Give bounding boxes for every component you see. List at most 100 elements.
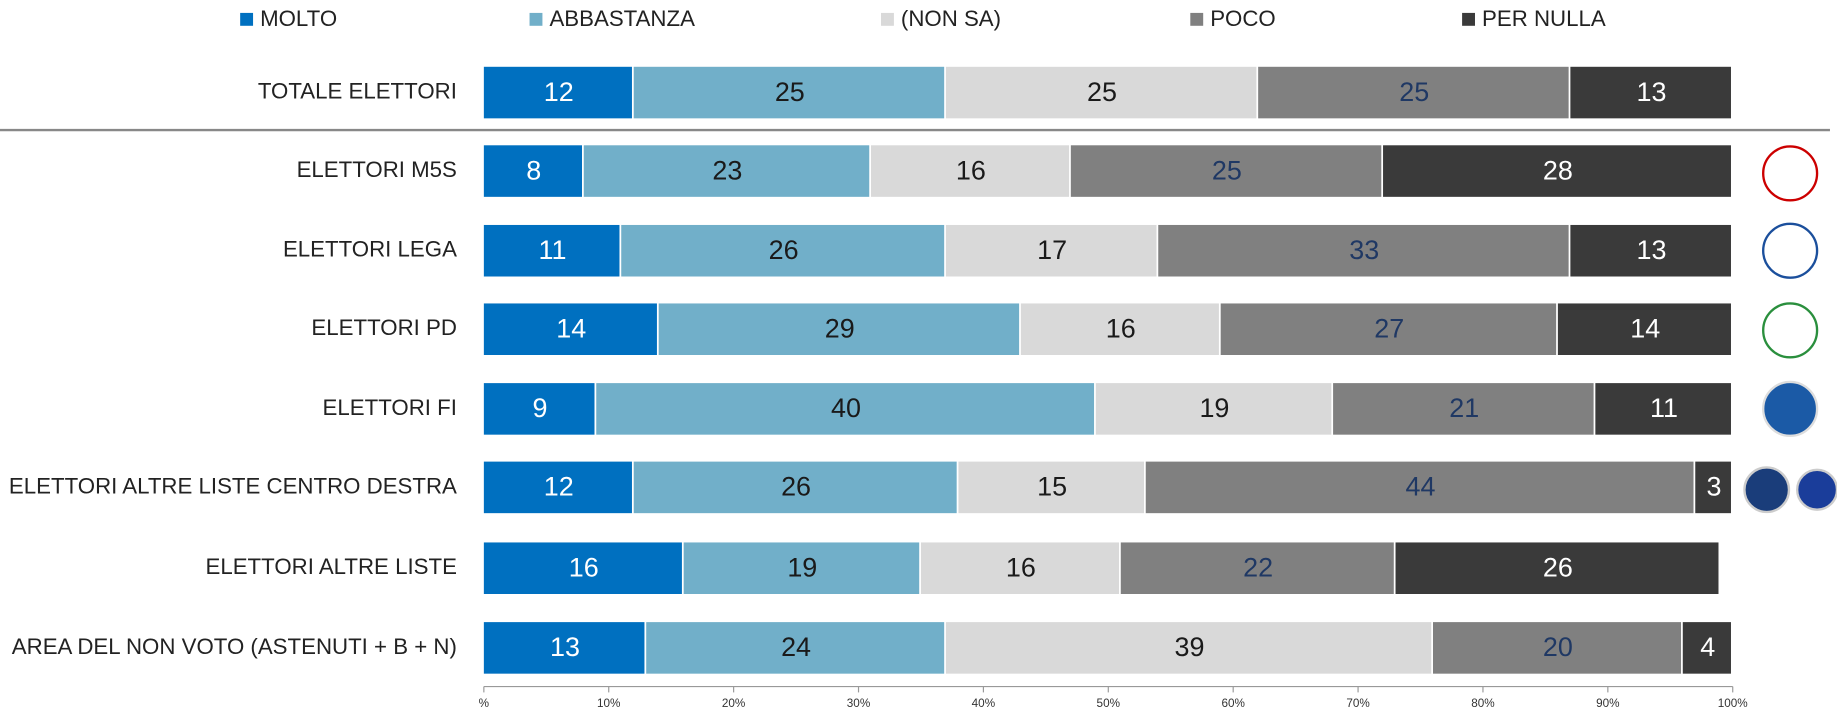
bar-segment: [1557, 303, 1731, 355]
value-label: 44: [1406, 472, 1436, 502]
bar-segment: [1595, 383, 1731, 435]
legend-swatch: [529, 12, 543, 26]
x-tick-label: 90%: [1596, 697, 1619, 710]
bar-segment: [1433, 622, 1682, 674]
value-label: 21: [1449, 393, 1479, 423]
bar-segment: [683, 542, 920, 594]
x-tick-label: 20%: [722, 697, 745, 710]
value-label: 26: [1543, 553, 1573, 583]
legend-swatch: [240, 12, 254, 26]
value-label: 25: [1087, 77, 1117, 107]
category-label: ELETTORI LEGA: [283, 237, 457, 262]
value-label: 27: [1374, 314, 1404, 344]
category-label: TOTALE ELETTORI: [258, 78, 457, 103]
logo-m5s: [1762, 145, 1819, 202]
bar-segment: [483, 461, 632, 514]
value-label: 13: [550, 632, 580, 662]
bar-segment: [1383, 145, 1731, 197]
value-label: 24: [781, 632, 811, 662]
value-label: 11: [539, 235, 567, 265]
bar-segment: [1333, 383, 1594, 435]
legend-swatch: [881, 12, 894, 26]
bar-segment: [1220, 303, 1557, 355]
value-label: 16: [956, 155, 986, 185]
value-label: 3: [1707, 472, 1722, 502]
bar-segment: [1570, 66, 1731, 119]
category-label: ELETTORI PD: [311, 315, 456, 340]
legend-label: ABBASTANZA: [549, 6, 695, 31]
legend-label: POCO: [1210, 6, 1276, 31]
logo-pd: [1762, 302, 1819, 359]
value-label: 28: [1543, 155, 1573, 185]
bar-segment: [1070, 145, 1382, 197]
bar-segment: [920, 542, 1120, 594]
bar-segment: [483, 622, 645, 674]
bar-segment: [633, 461, 957, 514]
bar-segment: [483, 303, 657, 355]
bar-segment: [1395, 542, 1719, 594]
x-tick-label: 30%: [847, 697, 870, 710]
bar-segment: [483, 383, 595, 435]
bar-segment: [1095, 383, 1332, 435]
bar-segment: [1258, 66, 1569, 119]
bar-segment: [1682, 622, 1731, 674]
legend-swatch: [1462, 12, 1475, 26]
bar-segment: [583, 145, 870, 197]
category-label: ELETTORI M5S: [297, 157, 457, 182]
x-tick-label: 60%: [1221, 697, 1244, 710]
value-label: 25: [1212, 155, 1242, 185]
value-label: 13: [1637, 77, 1667, 107]
value-label: 16: [1106, 314, 1136, 344]
party-logos: [1743, 145, 1837, 514]
x-tick-label: 70%: [1346, 697, 1369, 710]
value-label: 12: [544, 472, 574, 502]
x-tick-label: %: [479, 697, 489, 710]
logo-fdi: [1743, 466, 1791, 514]
value-label: 19: [1199, 393, 1229, 423]
x-tick-label: 10%: [597, 697, 620, 710]
bar-segment: [945, 66, 1257, 119]
value-label: 15: [1037, 472, 1067, 502]
value-label: 40: [831, 393, 861, 423]
bar-segment: [1120, 542, 1394, 594]
bar-segment: [483, 66, 632, 119]
category-label: ELETTORI ALTRE LISTE CENTRO DESTRA: [9, 473, 457, 498]
bar-segment: [1020, 303, 1219, 355]
bar-segment: [1695, 461, 1731, 514]
bar-segment: [871, 145, 1070, 197]
value-label: 25: [1399, 77, 1429, 107]
category-label: ELETTORI FI: [323, 395, 457, 420]
value-label: 13: [1637, 235, 1667, 265]
x-tick-label: 40%: [972, 697, 995, 710]
value-label: 17: [1037, 235, 1067, 265]
value-label: 19: [787, 553, 817, 583]
value-label: 20: [1543, 632, 1573, 662]
category-label: ELETTORI ALTRE LISTE: [205, 554, 456, 579]
value-label: 4: [1700, 632, 1715, 662]
value-label: 22: [1243, 553, 1273, 583]
value-label: 12: [544, 77, 574, 107]
value-label: 14: [556, 314, 586, 344]
bar-segment: [1158, 224, 1569, 277]
legend-swatch: [1190, 12, 1204, 26]
bar-segment: [483, 224, 620, 277]
value-label: 16: [1006, 553, 1036, 583]
value-label: 25: [775, 77, 805, 107]
legend-label: (NON SA): [901, 6, 1001, 31]
bar-segment: [1145, 461, 1694, 514]
value-label: 14: [1630, 314, 1660, 344]
bar-segment: [958, 461, 1145, 514]
value-label: 16: [569, 553, 599, 583]
x-tick-label: 80%: [1471, 697, 1494, 710]
legend-label: MOLTO: [260, 6, 337, 31]
value-label: 26: [781, 472, 811, 502]
bar-segment: [1570, 224, 1731, 277]
value-label: 8: [526, 155, 541, 185]
bar-segment: [646, 622, 945, 674]
category-label: AREA DEL NON VOTO (ASTENUTI + B + N): [12, 634, 457, 659]
value-label: 39: [1174, 632, 1204, 662]
x-tick-label: 100%: [1718, 697, 1748, 710]
value-label: 29: [825, 314, 855, 344]
